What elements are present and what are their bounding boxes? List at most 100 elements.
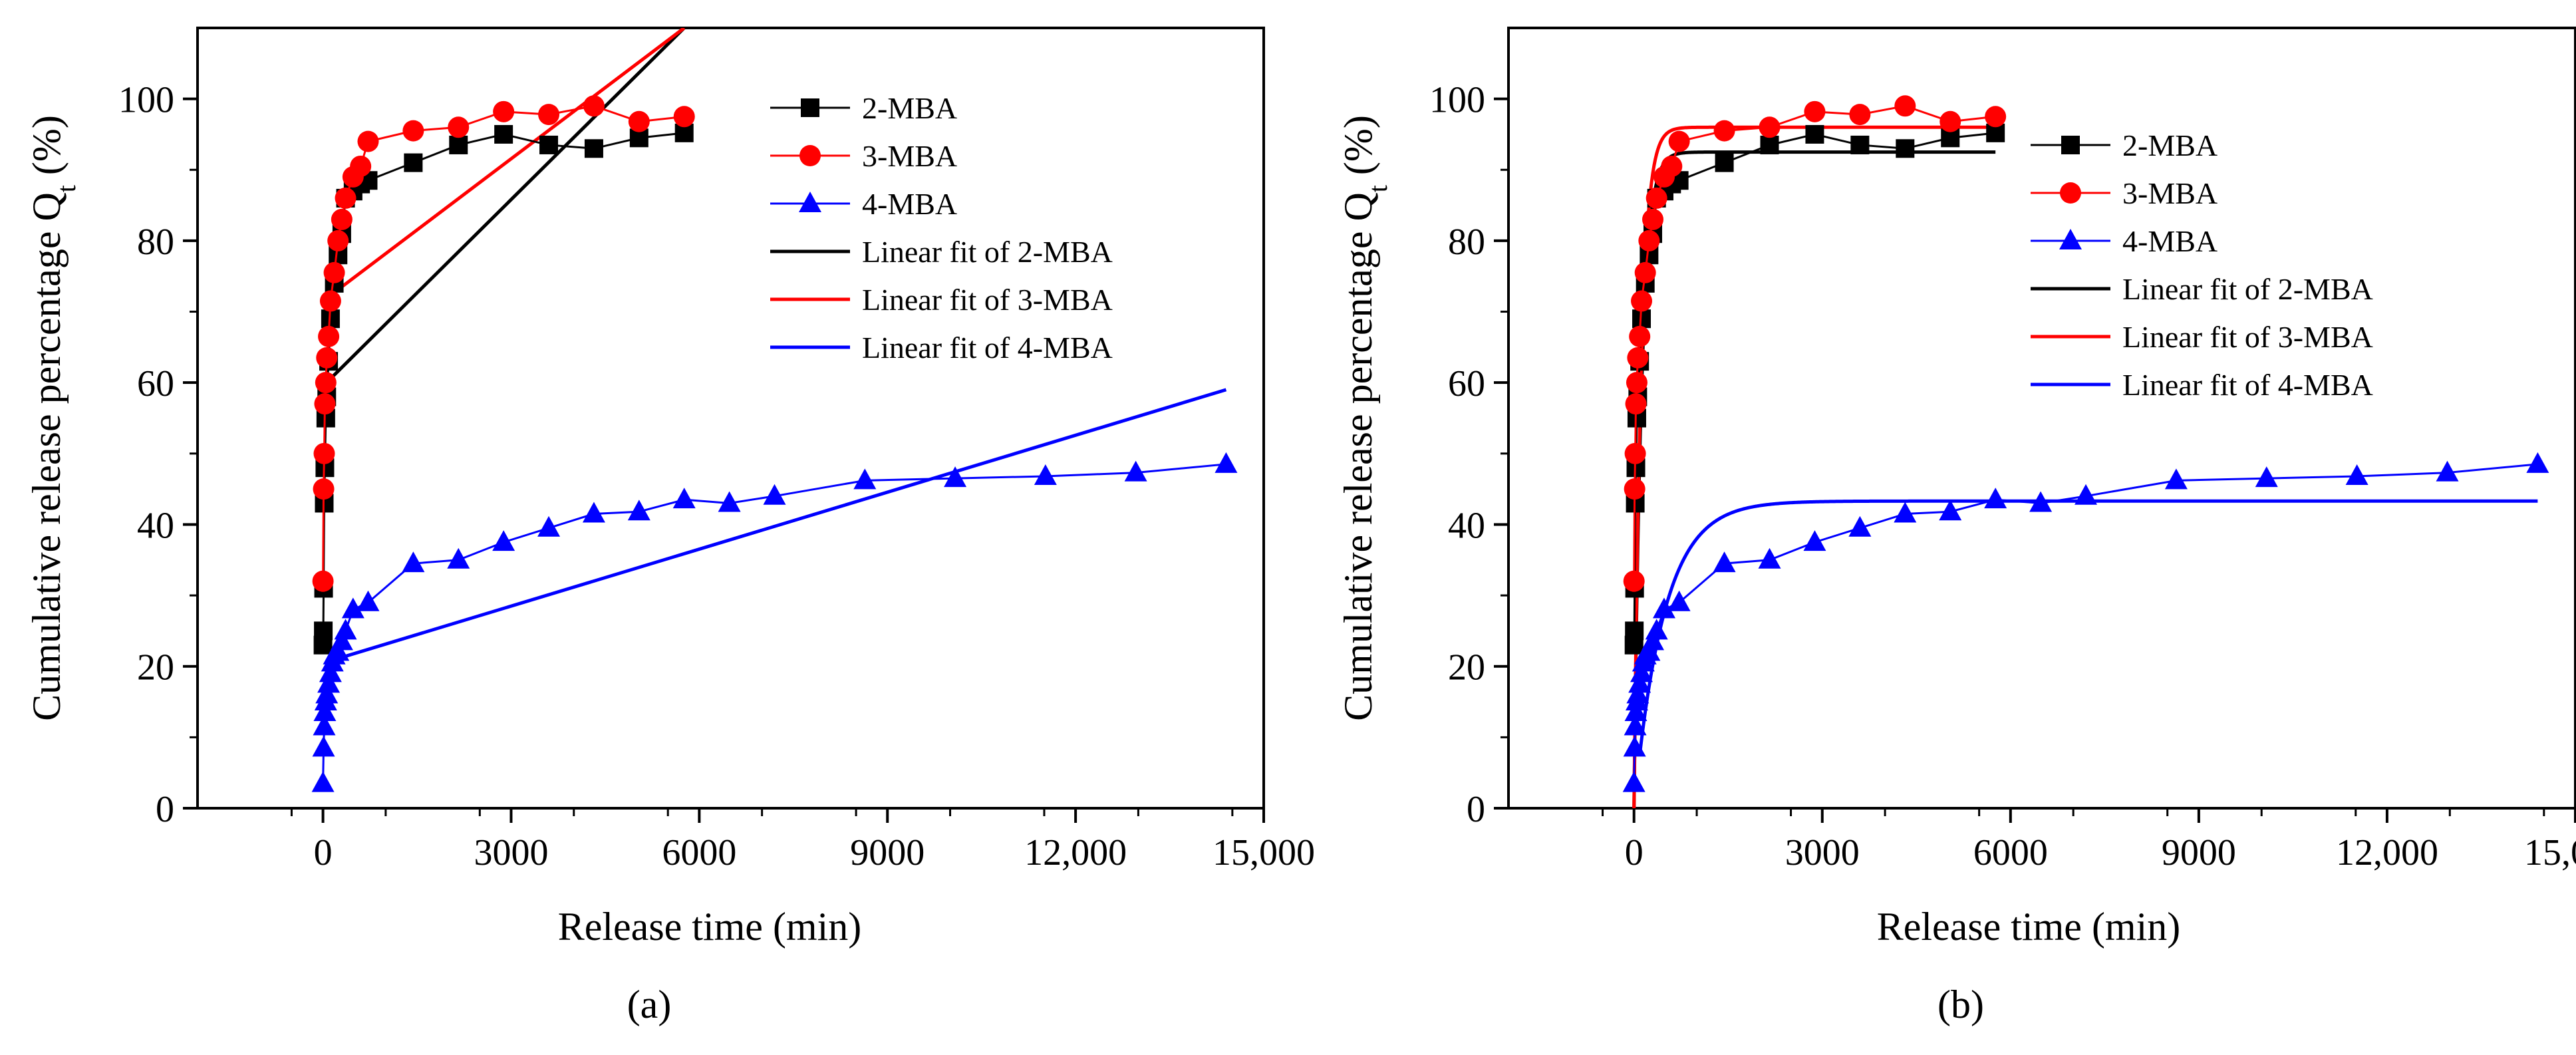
data-point — [763, 484, 786, 505]
data-point — [1629, 325, 1651, 347]
legend-label: 3-MBA — [862, 139, 957, 173]
legend-label: Linear fit of 2-MBA — [2122, 272, 2373, 306]
data-point — [1638, 229, 1660, 251]
y-tick-label: 80 — [137, 222, 174, 263]
data-point — [402, 120, 424, 142]
y-tick-label: 0 — [156, 789, 174, 830]
plot-area — [311, 28, 1238, 792]
data-point — [1624, 700, 1647, 722]
fit-line-4 — [322, 28, 686, 303]
legend-label: Linear fit of 2-MBA — [862, 235, 1113, 269]
data-point — [537, 516, 561, 537]
data-point — [1849, 104, 1871, 126]
data-point — [538, 104, 560, 126]
data-point — [944, 466, 967, 488]
y-axis-title-sub: t — [51, 185, 81, 192]
x-tick-label: 3000 — [474, 832, 548, 873]
data-point — [341, 597, 364, 619]
series-line-0 — [322, 132, 684, 645]
y-tick-label: 60 — [1448, 363, 1485, 404]
data-point — [583, 95, 605, 117]
data-point — [1215, 452, 1238, 473]
legend-label: Linear fit of 3-MBA — [2122, 320, 2373, 354]
legend-marker — [801, 98, 819, 117]
fit-curve-5 — [1638, 499, 2538, 750]
y-axis-title: Cumulative release percentage Qt (%) — [1336, 115, 1393, 721]
x-tick-label: 12,000 — [2336, 832, 2438, 873]
data-point — [1628, 672, 1651, 693]
chart-panel-b: 0 3000 6000 9000 12,000 15,000 0 20 40 60 80 100 Rel… — [1336, 27, 2576, 1026]
y-tick-label: 20 — [137, 647, 174, 688]
data-point — [315, 372, 337, 394]
series-line-2 — [1633, 463, 2538, 784]
data-point — [1124, 460, 1147, 482]
data-point — [447, 547, 470, 569]
data-point — [1034, 464, 1057, 485]
data-point — [1626, 372, 1647, 394]
legend-marker — [2059, 229, 2082, 249]
x-tick-label: 0 — [1625, 832, 1644, 873]
data-point — [1848, 516, 1872, 537]
data-point — [404, 153, 423, 172]
data-point — [2255, 466, 2278, 488]
data-point — [314, 621, 333, 641]
plot-frame — [1507, 27, 2576, 810]
data-point — [1759, 116, 1781, 138]
y-tick-label: 80 — [1448, 222, 1485, 263]
data-point — [494, 124, 513, 144]
data-point — [853, 468, 877, 490]
fit-curve-3 — [1632, 150, 1996, 808]
y-axis-title-unit: (%) — [25, 115, 69, 185]
data-point — [1646, 187, 1667, 209]
data-point — [449, 135, 468, 154]
data-point — [311, 771, 335, 792]
legend-label: Linear fit of 4-MBA — [862, 331, 1113, 365]
legend-label: 2-MBA — [2122, 128, 2218, 162]
data-point — [1634, 261, 1656, 283]
data-point — [539, 135, 559, 154]
x-tick-label: 15,000 — [2524, 832, 2576, 873]
data-point — [315, 682, 339, 704]
y-tick-label: 60 — [137, 363, 174, 404]
data-point — [1631, 290, 1653, 312]
x-tick-label: 6000 — [1973, 832, 2048, 873]
data-point — [319, 661, 342, 682]
legend: 2-MBA 3-MBA 4-MBA Linear fit of 2-MBA Linear… — [770, 91, 1113, 365]
legend-label: Linear fit of 4-MBA — [2122, 368, 2373, 402]
y-tick-label: 0 — [1467, 789, 1485, 830]
legend-marker — [799, 192, 821, 212]
x-axis-title: Release time (min) — [1877, 905, 2181, 949]
data-point — [1625, 393, 1647, 415]
data-point — [1645, 619, 1668, 640]
fit-curve-4 — [1632, 125, 1996, 808]
plot-frame — [196, 27, 1265, 810]
data-point — [1667, 590, 1691, 611]
data-point — [1638, 640, 1661, 661]
y-tick-label: 40 — [137, 505, 174, 546]
data-point — [319, 290, 341, 312]
x-tick-label: 3000 — [1785, 832, 1860, 873]
series-line-1 — [322, 104, 684, 581]
data-point — [1758, 547, 1781, 569]
y-axis-title-main: Cumulative release percentage Q — [1336, 192, 1380, 721]
data-point — [1984, 488, 2007, 509]
data-point — [1894, 502, 1917, 523]
data-point — [357, 590, 380, 611]
data-point — [327, 229, 349, 251]
x-tick-label: 12,000 — [1024, 832, 1127, 873]
data-point — [1850, 135, 1870, 154]
data-point — [331, 208, 353, 230]
data-point — [313, 700, 337, 722]
data-point — [1652, 597, 1675, 619]
legend-label: 4-MBA — [2122, 224, 2218, 258]
data-point — [1804, 100, 1826, 122]
data-point — [582, 502, 605, 523]
data-point — [1630, 661, 1653, 682]
data-point — [1939, 500, 1962, 521]
data-point — [317, 672, 341, 693]
data-point — [330, 629, 353, 651]
series-line-1 — [1633, 104, 1996, 581]
legend-label: 3-MBA — [2122, 176, 2218, 210]
data-point — [448, 116, 470, 138]
